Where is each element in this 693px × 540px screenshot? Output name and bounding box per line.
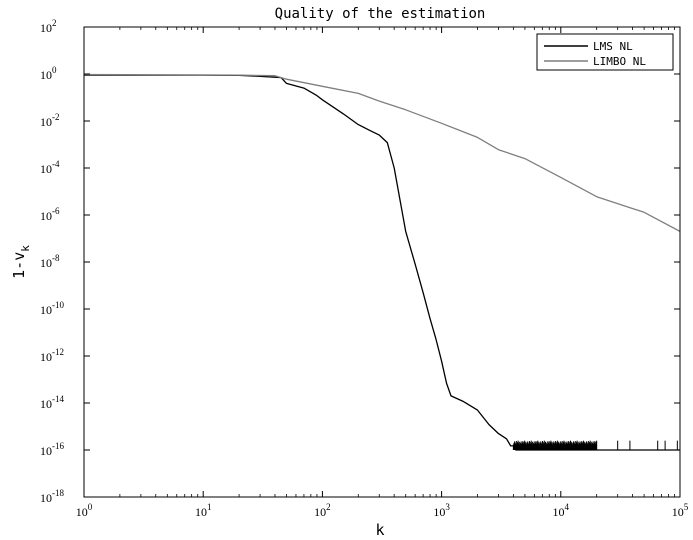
x-tick-label: 102: [314, 502, 331, 519]
y-tick-label: 10-16: [40, 441, 64, 458]
y-tick-label: 10-2: [40, 112, 60, 129]
legend-label-limbo-nl: LIMBO NL: [593, 55, 646, 68]
chart-title: Quality of the estimation: [275, 6, 486, 22]
y-tick-label: 10-12: [40, 347, 64, 364]
x-tick-label: 103: [433, 502, 450, 519]
legend: LMS NL LIMBO NL: [536, 33, 674, 71]
y-tick-label: 10-18: [40, 488, 64, 505]
y-tick-label: 10-4: [40, 159, 60, 176]
y-tick-label: 100: [40, 65, 57, 82]
y-tick-label: 102: [40, 18, 57, 35]
x-tick-label: 101: [195, 502, 212, 519]
legend-label-lms-nl: LMS NL: [593, 40, 633, 53]
x-tick-label: 104: [553, 502, 570, 519]
y-tick-label: 10-8: [40, 253, 60, 270]
legend-box: [536, 33, 674, 71]
y-axis-label-base: 1-v: [10, 252, 28, 279]
y-tick-label: 10-10: [40, 300, 64, 317]
x-tick-label: 100: [76, 502, 93, 519]
y-axis: 102 100 10-2 10-4 10-6 10-8 10-10 10-12 10-14 10-…: [40, 18, 680, 505]
y-axis-label: 1-vk: [10, 245, 32, 279]
series-line-lms-nl: [84, 74, 680, 451]
series-line-limbo-nl: [84, 73, 680, 232]
plot-frame: [83, 26, 681, 498]
series-layer: [84, 73, 680, 451]
x-axis: 100 101 102 103 104 105: [76, 27, 689, 519]
y-tick-label: 10-6: [40, 206, 60, 223]
x-axis-label: k: [375, 521, 384, 539]
y-axis-label-sub: k: [19, 245, 32, 252]
x-tick-label: 105: [672, 502, 689, 519]
y-tick-label: 10-14: [40, 394, 64, 411]
